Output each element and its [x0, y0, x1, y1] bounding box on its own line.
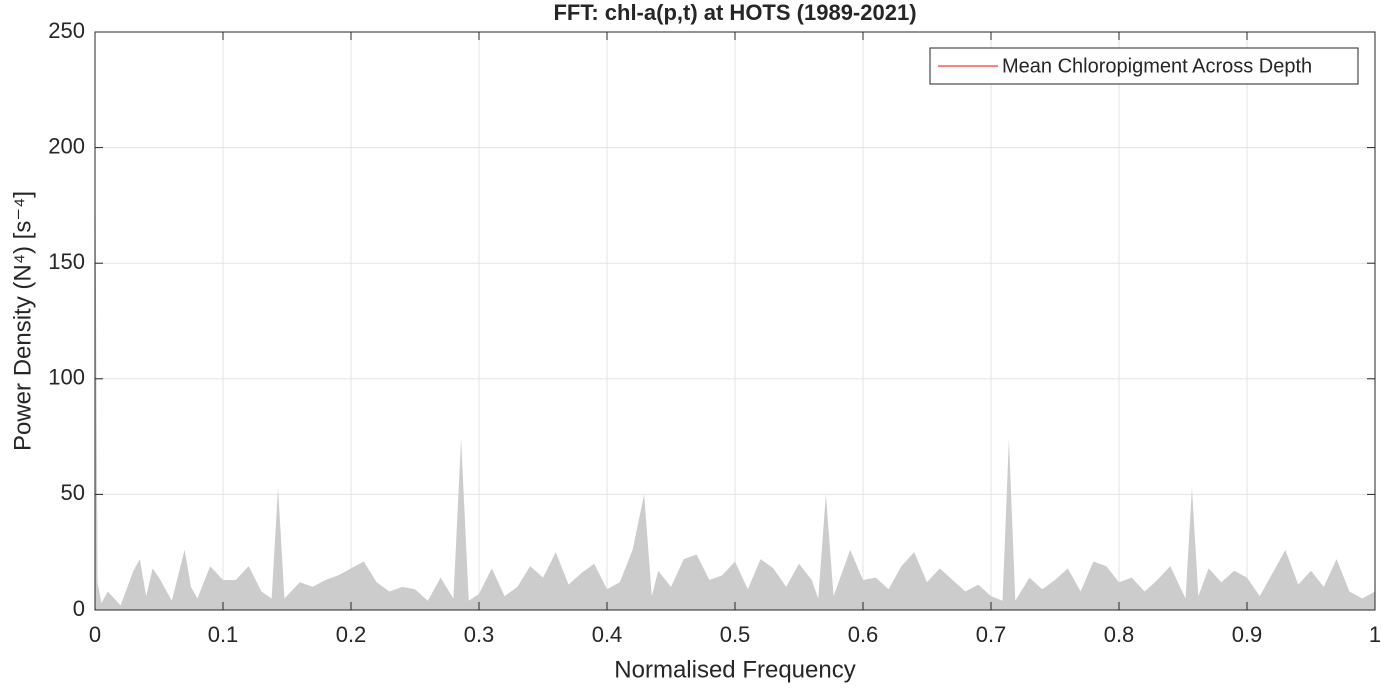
y-axis-label: Power Density (N⁴) [s⁻⁴] — [9, 191, 36, 451]
y-tick-label: 50 — [61, 480, 85, 505]
x-tick-label: 0.9 — [1232, 622, 1263, 647]
x-tick-label: 0.5 — [720, 622, 751, 647]
y-tick-label: 100 — [48, 365, 85, 390]
ticks: 0 50 100 150 200 250 0 0.1 0.2 0.3 0.4 0.5 0.6 0.7 0.8… — [48, 18, 1381, 647]
x-tick-label: 0.4 — [592, 622, 623, 647]
legend-box — [929, 47, 1359, 85]
grid — [94, 31, 1376, 611]
y-tick-label: 250 — [48, 18, 85, 43]
x-tick-label: 0.8 — [1104, 622, 1135, 647]
x-tick-label: 1 — [1369, 622, 1381, 647]
x-tick-label: 0.7 — [976, 622, 1007, 647]
legend: Mean Chloropigment Across Depth — [929, 47, 1359, 85]
legend-label: Mean Chloropigment Across Depth — [1002, 55, 1312, 77]
chart-title: FFT: chl-a(p,t) at HOTS (1989-2021) — [553, 0, 916, 25]
x-tick-label: 0.6 — [848, 622, 879, 647]
x-tick-label: 0 — [89, 622, 101, 647]
x-tick-label: 0.1 — [208, 622, 239, 647]
y-tick-label: 150 — [48, 249, 85, 274]
y-tick-label: 0 — [73, 596, 85, 621]
y-tick-label: 200 — [48, 133, 85, 158]
x-tick-label: 0.3 — [464, 622, 495, 647]
x-tick-label: 0.2 — [336, 622, 367, 647]
x-axis-label: Normalised Frequency — [614, 656, 855, 683]
